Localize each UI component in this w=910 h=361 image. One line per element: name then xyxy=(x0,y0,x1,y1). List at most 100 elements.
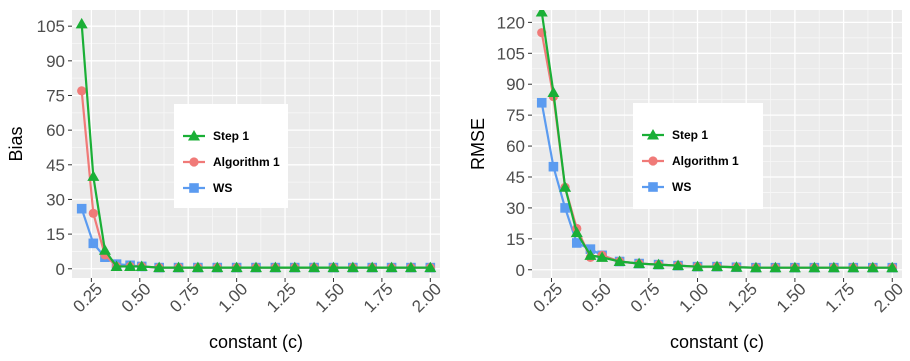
x-axis-title: constant (c) xyxy=(209,332,303,352)
x-tick-label: 2.00 xyxy=(870,279,907,316)
legend-label: Algorithm 1 xyxy=(213,155,280,169)
data-point-triangle xyxy=(613,255,626,267)
x-tick-label: 0.50 xyxy=(118,279,155,316)
legend-key-square xyxy=(189,183,199,193)
y-tick-label: 0 xyxy=(516,261,525,280)
data-point-triangle xyxy=(366,261,379,273)
data-point-triangle xyxy=(866,261,879,273)
x-tick-label: 1.50 xyxy=(311,279,348,316)
data-point-triangle xyxy=(711,260,723,272)
y-tick-label: 90 xyxy=(506,75,525,94)
data-point-square xyxy=(571,238,582,248)
panel-2: 0 15 30 45 60 75 90 105 120 0.25 0.50 0.75 1.00 1.25 1… xyxy=(468,10,907,352)
data-point-triangle xyxy=(135,260,148,271)
data-point-triangle xyxy=(584,249,597,260)
data-point-square xyxy=(560,203,570,213)
y-tick-label: 105 xyxy=(497,44,525,63)
legend-label: Algorithm 1 xyxy=(672,154,739,168)
data-point-triangle xyxy=(87,170,100,181)
data-point-triangle xyxy=(346,261,359,273)
data-point-triangle xyxy=(547,86,560,97)
data-point-triangle xyxy=(153,261,166,273)
data-point-square xyxy=(548,161,559,172)
panel-1: 0 15 30 45 60 75 90 105 0.25 0.50 0.75 1.00 1.25 1.50… xyxy=(6,10,445,352)
x-tick-label: 1.25 xyxy=(263,279,300,316)
data-point-triangle xyxy=(847,261,860,273)
data-point-triangle xyxy=(730,261,743,272)
data-point-triangle xyxy=(691,260,704,272)
y-tick-label: 45 xyxy=(506,168,525,187)
legend-label: WS xyxy=(213,181,232,195)
data-point-triangle xyxy=(788,261,801,273)
legend: Step 1 Algorithm 1 WS xyxy=(633,103,763,209)
legend-label: Step 1 xyxy=(213,129,249,143)
data-point-triangle xyxy=(98,244,111,255)
y-tick-label: 30 xyxy=(46,190,65,209)
x-tick-label: 1.00 xyxy=(215,279,252,316)
data-point-triangle xyxy=(250,261,262,273)
data-point-triangle xyxy=(288,261,301,273)
y-tick-label: 105 xyxy=(37,17,65,36)
x-tick-label: 0.50 xyxy=(578,279,615,316)
data-point-triangle xyxy=(110,260,123,271)
legend-label: WS xyxy=(672,180,691,194)
x-tick-label: 1.75 xyxy=(360,279,397,316)
data-point-triangle xyxy=(172,261,185,273)
x-axis-title: constant (c) xyxy=(670,332,764,352)
data-point-circle xyxy=(77,86,87,96)
x-tick-label: 0.25 xyxy=(529,279,566,316)
y-tick-label: 120 xyxy=(497,13,525,32)
series-group xyxy=(535,10,899,273)
y-tick-label: 75 xyxy=(506,106,525,125)
x-tick-label: 1.00 xyxy=(676,279,713,316)
data-point-square xyxy=(536,97,547,108)
data-point-square xyxy=(88,238,99,249)
data-point-triangle xyxy=(327,261,340,273)
legend-key-circle xyxy=(189,157,199,167)
x-tick-label: 1.75 xyxy=(822,279,859,316)
y-axis-title: Bias xyxy=(6,126,26,161)
data-point-triangle xyxy=(75,17,88,29)
legend-label: Step 1 xyxy=(672,128,708,142)
data-point-triangle xyxy=(769,261,782,273)
legend-key-triangle xyxy=(647,129,659,140)
x-tick-label: 1.25 xyxy=(724,279,761,316)
y-tick-label: 30 xyxy=(506,199,525,218)
data-point-triangle xyxy=(230,261,243,273)
data-point-triangle xyxy=(385,261,398,273)
data-point-circle xyxy=(88,208,98,218)
y-tick-label: 75 xyxy=(46,86,65,105)
data-point-triangle xyxy=(559,181,572,192)
data-point-triangle xyxy=(886,261,899,273)
legend-key-triangle xyxy=(188,130,200,141)
data-point-triangle xyxy=(749,261,762,273)
data-point-square xyxy=(76,203,87,214)
data-point-triangle xyxy=(211,261,224,273)
data-point-triangle xyxy=(308,261,321,273)
y-tick-label: 90 xyxy=(46,52,65,71)
x-tick-label: 2.00 xyxy=(408,279,445,316)
data-point-triangle xyxy=(633,257,646,269)
data-point-triangle xyxy=(535,10,548,17)
data-point-triangle xyxy=(570,226,583,238)
x-tick-label: 0.25 xyxy=(69,279,106,316)
x-tick-label: 0.75 xyxy=(166,279,203,316)
data-point-triangle xyxy=(596,251,609,262)
data-point-square xyxy=(585,244,596,254)
legend-key-circle xyxy=(648,156,658,166)
y-tick-label: 15 xyxy=(506,230,525,249)
data-point-triangle xyxy=(404,261,417,273)
series-group xyxy=(75,17,437,273)
legend: Step 1 Algorithm 1 WS xyxy=(174,104,288,208)
x-tick-label: 1.50 xyxy=(773,279,810,316)
y-tick-label: 60 xyxy=(46,121,65,140)
y-tick-label: 60 xyxy=(506,137,525,156)
data-point-triangle xyxy=(424,261,437,273)
data-point-triangle xyxy=(269,261,282,273)
y-tick-label: 45 xyxy=(46,156,65,175)
x-tick-label: 0.75 xyxy=(627,279,664,316)
y-tick-label: 0 xyxy=(56,260,65,279)
legend-key-square xyxy=(648,182,658,192)
